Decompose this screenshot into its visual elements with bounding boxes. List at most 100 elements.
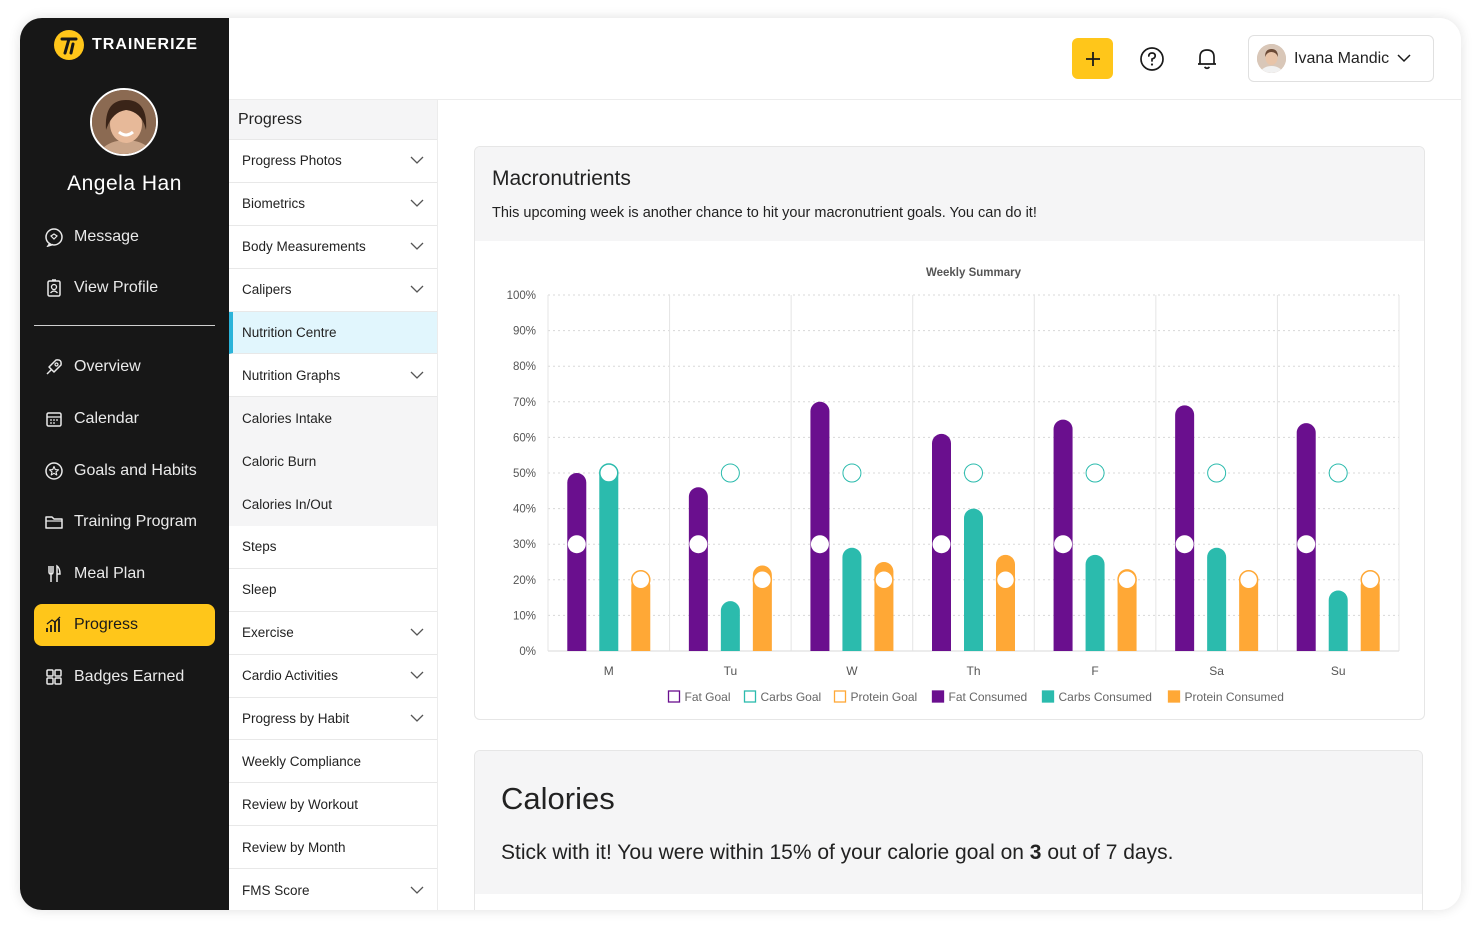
submenu-title: Progress: [229, 100, 437, 140]
submenu-item-calories-intake[interactable]: Calories Intake: [229, 397, 437, 441]
submenu-item-calories-in-out[interactable]: Calories In/Out: [229, 483, 437, 527]
sidebar-item-label: Meal Plan: [74, 565, 146, 582]
submenu-item-sleep[interactable]: Sleep: [229, 569, 437, 612]
legend-swatch: [1041, 690, 1055, 703]
chevron-down-icon[interactable]: [410, 285, 424, 294]
macronutrients-title: Macronutrients: [492, 167, 631, 190]
submenu-item-caloric-burn[interactable]: Caloric Burn: [229, 440, 437, 484]
sidebar-item-calendar[interactable]: Calendar: [34, 398, 215, 440]
goal-marker-protein-goal: [1117, 570, 1137, 590]
y-tick-label: 80%: [513, 361, 536, 373]
submenu-item-weekly-compliance[interactable]: Weekly Compliance: [229, 740, 437, 784]
legend-swatch: [833, 690, 847, 703]
submenu-item-label: Progress Photos: [242, 153, 342, 169]
submenu-item-label: Nutrition Graphs: [242, 367, 341, 383]
bar-protein-consumed: [1360, 576, 1380, 651]
submenu-item-biometrics[interactable]: Biometrics: [229, 183, 437, 226]
submenu-item-nutrition-centre[interactable]: Nutrition Centre: [229, 311, 437, 355]
macronutrients-header: Macronutrients This upcoming week is ano…: [475, 147, 1424, 241]
sidebar-item-training-program[interactable]: Training Program: [34, 501, 215, 543]
legend-label: Carbs Consumed: [1059, 690, 1152, 704]
goal-marker-protein-goal: [874, 570, 894, 590]
legend-label: Protein Goal: [851, 690, 918, 704]
chevron-down-icon[interactable]: [410, 156, 424, 165]
sidebar-divider: [34, 325, 215, 326]
brand-logo[interactable]: TRAINERIZE: [54, 30, 198, 60]
submenu-item-label: Body Measurements: [242, 239, 366, 255]
sidebar-item-view-profile[interactable]: View Profile: [34, 267, 215, 309]
goal-marker-protein-goal: [631, 570, 651, 590]
y-tick-label: 0%: [519, 646, 536, 658]
help-button[interactable]: [1139, 46, 1165, 72]
submenu-item-label: Nutrition Centre: [242, 325, 337, 340]
submenu-item-review-by-month[interactable]: Review by Month: [229, 826, 437, 870]
chevron-down-icon[interactable]: [410, 714, 424, 723]
sidebar-item-label: View Profile: [74, 279, 159, 296]
chat-icon: [44, 227, 64, 247]
calories-text-after: out of 7 days.: [1041, 841, 1174, 864]
x-tick-label: Su: [1331, 664, 1346, 678]
add-button[interactable]: [1072, 38, 1113, 79]
sidebar-item-badges-earned[interactable]: Badges Earned: [34, 656, 215, 698]
client-name: Angela Han: [67, 172, 182, 195]
legend-label: Fat Consumed: [949, 690, 1028, 704]
client-avatar[interactable]: [90, 88, 158, 156]
bell-icon: [1198, 49, 1216, 70]
submenu-item-label: Progress by Habit: [242, 711, 350, 727]
submenu-item-calipers[interactable]: Calipers: [229, 269, 437, 312]
sidebar-item-progress[interactable]: Progress: [34, 604, 215, 646]
legend-label: Carbs Goal: [761, 690, 822, 704]
submenu-item-progress-by-habit[interactable]: Progress by Habit: [229, 698, 437, 741]
goal-marker-carbs-goal: [842, 463, 862, 483]
sidebar-item-label: Badges Earned: [74, 668, 185, 685]
y-tick-label: 50%: [513, 468, 536, 480]
sidebar-item-message[interactable]: Message: [34, 216, 215, 258]
submenu-item-label: Review by Month: [242, 839, 346, 855]
user-name: Ivana Mandic: [1294, 49, 1390, 67]
bar-carbs-consumed: [1085, 554, 1105, 651]
notifications-button[interactable]: [1194, 45, 1220, 71]
x-tick-label: Tu: [724, 664, 738, 678]
goal-marker-carbs-goal: [1328, 463, 1348, 483]
weekly-summary-chart: Weekly Summary 0% 10% 20% 30% 40% 50% 60% 70% 80%…: [507, 267, 1400, 704]
submenu-item-steps[interactable]: Steps: [229, 526, 437, 569]
top-bar: Ivana Mandic: [229, 18, 1461, 100]
chevron-down-icon[interactable]: [410, 242, 424, 251]
submenu-item-exercise[interactable]: Exercise: [229, 612, 437, 655]
bar-carbs-consumed: [1328, 590, 1348, 651]
y-tick-label: 40%: [513, 504, 536, 516]
goal-marker-carbs-goal: [1085, 463, 1105, 483]
trainerize-logo-icon: [54, 30, 84, 60]
goal-marker-fat-goal: [1297, 535, 1316, 554]
goal-marker-fat-goal: [1175, 535, 1194, 554]
chevron-down-icon[interactable]: [410, 199, 424, 208]
plus-icon: [1085, 51, 1100, 66]
sidebar-item-label: Calendar: [74, 410, 139, 427]
chevron-down-icon[interactable]: [410, 671, 424, 680]
y-tick-label: 20%: [513, 575, 536, 587]
submenu-item-nutrition-graphs[interactable]: Nutrition Graphs: [229, 354, 437, 398]
submenu-item-review-by-workout[interactable]: Review by Workout: [229, 783, 437, 827]
user-menu[interactable]: Ivana Mandic: [1248, 35, 1434, 82]
submenu-item-label: FMS Score: [242, 882, 310, 898]
macronutrients-subtitle: This upcoming week is another chance to …: [492, 205, 1037, 221]
submenu-item-label: Calories Intake: [242, 410, 333, 426]
progress-submenu: Progress Progress Photos Biometrics Body M…: [229, 100, 438, 910]
goal-marker-carbs-goal: [1207, 463, 1227, 483]
bar-carbs-consumed: [720, 601, 740, 651]
bar-carbs-consumed: [842, 547, 862, 651]
sidebar-item-goals-and-habits[interactable]: Goals and Habits: [34, 450, 215, 492]
goal-marker-protein-goal: [995, 570, 1016, 590]
submenu-item-progress-photos[interactable]: Progress Photos: [229, 140, 437, 183]
sidebar-item-meal-plan[interactable]: Meal Plan: [34, 553, 215, 595]
chevron-down-icon[interactable]: [410, 886, 424, 895]
macronutrients-card: Macronutrients This upcoming week is ano…: [474, 146, 1425, 720]
submenu-item-body-measurements[interactable]: Body Measurements: [229, 226, 437, 269]
submenu-item-cardio-activities[interactable]: Cardio Activities: [229, 655, 437, 698]
sidebar-item-overview[interactable]: Overview: [34, 346, 215, 388]
chevron-down-icon[interactable]: [410, 371, 424, 380]
chevron-down-icon[interactable]: [410, 628, 424, 637]
chevron-down-icon: [1397, 54, 1411, 63]
goal-marker-protein-goal: [752, 570, 773, 590]
submenu-item-fms-score[interactable]: FMS Score: [229, 869, 437, 910]
